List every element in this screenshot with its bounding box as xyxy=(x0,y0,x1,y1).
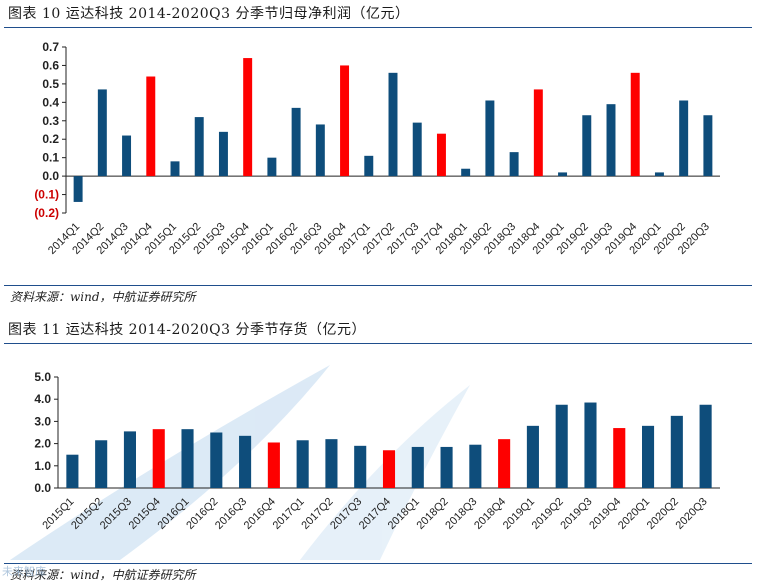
bar-2016Q2 xyxy=(210,432,223,488)
y-tick-label: 0.0 xyxy=(42,169,59,183)
bar-2016Q3 xyxy=(239,435,252,488)
bar-2019Q1 xyxy=(558,172,568,177)
bar-2018Q2 xyxy=(485,100,495,177)
bar-2018Q1 xyxy=(411,446,424,488)
watermark-text: 未来智库 xyxy=(2,565,46,578)
y-tick-label: 0.2 xyxy=(42,132,59,146)
bar-2020Q2 xyxy=(670,415,683,488)
y-tick-label: (0.1) xyxy=(34,188,59,202)
chart-1-source: 资料来源：wind，中航证券研究所 xyxy=(10,290,196,304)
bar-2017Q4 xyxy=(436,133,446,177)
bar-2018Q3 xyxy=(469,444,482,488)
bar-2019Q3 xyxy=(584,402,597,488)
bar-2015Q1 xyxy=(66,454,79,488)
bar-2014Q2 xyxy=(97,89,107,177)
chart-1-top-rule xyxy=(4,27,752,28)
y-tick-label: 0.4 xyxy=(42,95,59,109)
bar-2014Q1 xyxy=(73,176,83,202)
inventory-bar-chart: 5.04.03.02.01.00.02015Q12015Q22015Q32015… xyxy=(34,370,720,532)
bar-2017Q3 xyxy=(412,122,422,177)
bar-2019Q4 xyxy=(613,428,626,488)
bar-2019Q1 xyxy=(526,425,539,488)
bar-2019Q3 xyxy=(606,104,616,177)
bar-2015Q2 xyxy=(194,117,204,177)
y-tick-label: 0.3 xyxy=(42,114,59,128)
y-tick-label: 2.0 xyxy=(34,437,51,451)
bar-2018Q2 xyxy=(440,446,453,488)
y-tick-label: 1.0 xyxy=(34,459,51,473)
chart-2-source: 资料来源：wind，中航证券研究所 xyxy=(10,568,196,582)
x-tick-label: 2020Q3 xyxy=(674,496,710,532)
bar-2018Q4 xyxy=(498,439,511,488)
bar-2017Q2 xyxy=(388,72,398,177)
bar-2020Q3 xyxy=(699,404,712,488)
y-tick-label: (0.2) xyxy=(34,206,59,220)
bar-2018Q3 xyxy=(509,152,519,177)
bar-2014Q3 xyxy=(122,135,132,177)
bar-2020Q1 xyxy=(641,425,655,488)
bar-2020Q3 xyxy=(703,115,713,177)
bar-2015Q4 xyxy=(243,58,253,177)
y-tick-label: 4.0 xyxy=(34,392,51,406)
bar-2015Q1 xyxy=(170,161,180,177)
bar-2017Q4 xyxy=(382,450,396,488)
bar-2020Q2 xyxy=(679,100,689,177)
bar-2016Q4 xyxy=(267,442,280,488)
y-tick-label: 3.0 xyxy=(34,414,51,428)
y-tick-label: 0.6 xyxy=(42,58,59,72)
y-tick-label: 0.7 xyxy=(42,40,59,54)
bar-2019Q4 xyxy=(630,72,640,177)
bar-2018Q1 xyxy=(461,168,471,177)
bar-2019Q2 xyxy=(582,115,592,177)
bar-2017Q1 xyxy=(364,155,374,177)
net-profit-bar-chart: 0.70.60.50.40.30.20.10.0(0.1)(0.2)2014Q1… xyxy=(34,40,720,257)
chart-2-bottom-rule xyxy=(4,563,752,564)
y-tick-label: 0.5 xyxy=(42,77,59,91)
bar-2016Q4 xyxy=(340,65,350,177)
chart-2-top-rule xyxy=(4,343,752,344)
bar-2015Q3 xyxy=(123,431,137,488)
bar-2017Q2 xyxy=(325,439,338,488)
bar-2015Q2 xyxy=(95,440,108,488)
bar-2017Q1 xyxy=(296,440,309,488)
bar-2018Q4 xyxy=(533,89,543,177)
bar-2015Q4 xyxy=(152,429,165,488)
bar-2019Q2 xyxy=(555,404,568,488)
y-tick-label: 0.1 xyxy=(42,151,59,165)
bar-2015Q3 xyxy=(218,131,228,177)
chart-1-bottom-rule xyxy=(4,285,752,286)
chart-2-title: 图表 11 运达科技 2014-2020Q3 分季节存货（亿元） xyxy=(8,322,366,338)
y-tick-label: 5.0 xyxy=(34,370,51,384)
bar-2016Q1 xyxy=(181,429,194,488)
bar-2016Q2 xyxy=(291,107,301,177)
bar-2016Q1 xyxy=(267,157,277,177)
y-tick-label: 0.0 xyxy=(34,481,51,495)
chart-1-title: 图表 10 运达科技 2014-2020Q3 分季节归母净利润（亿元） xyxy=(8,6,410,22)
bar-2020Q1 xyxy=(654,172,664,177)
bar-2014Q4 xyxy=(146,76,156,177)
bar-2016Q3 xyxy=(315,124,325,177)
bar-2017Q3 xyxy=(354,445,367,488)
